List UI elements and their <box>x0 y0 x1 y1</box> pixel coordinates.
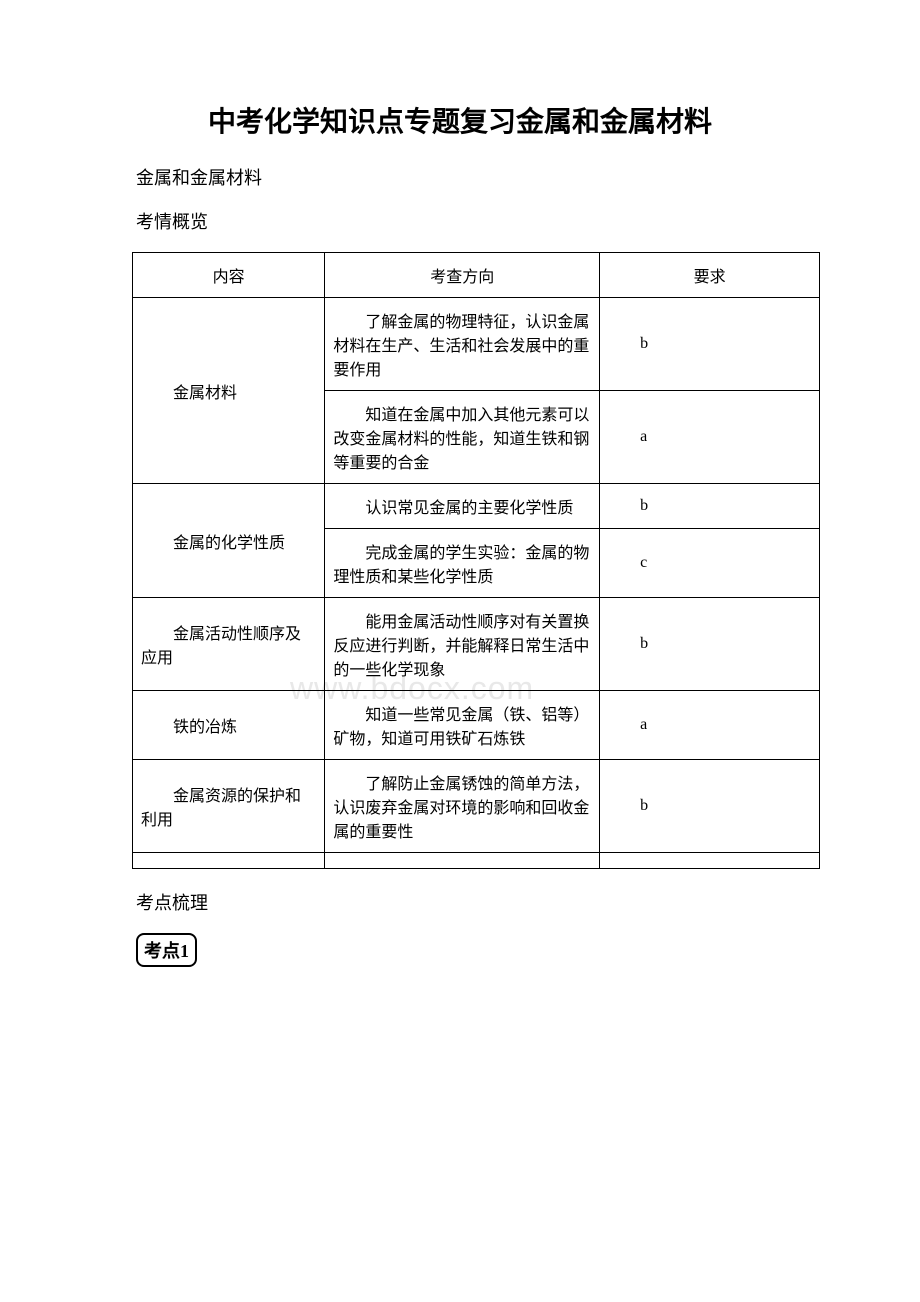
topic-badge: 考点1 <box>136 933 197 967</box>
col-header-content: 内容 <box>133 253 325 298</box>
cell-direction: 认识常见金属的主要化学性质 <box>325 484 600 529</box>
empty-cell <box>325 853 600 869</box>
cell-content: 金属的化学性质 <box>133 484 325 598</box>
cell-content: 金属活动性顺序及应用 <box>133 598 325 691</box>
cell-direction: 了解防止金属锈蚀的简单方法，认识废弃金属对环境的影响和回收金属的重要性 <box>325 760 600 853</box>
cell-req: b <box>600 484 820 529</box>
overview-table: 内容 考查方向 要求 金属材料 了解金属的物理特征，认识金属材料在生产、生活和社… <box>132 252 820 869</box>
cell-req: a <box>600 391 820 484</box>
cell-req: a <box>600 691 820 760</box>
empty-cell <box>133 853 325 869</box>
empty-cell <box>600 853 820 869</box>
cell-direction: 完成金属的学生实验：金属的物理性质和某些化学性质 <box>325 529 600 598</box>
table-row: 金属活动性顺序及应用 能用金属活动性顺序对有关置换反应进行判断，并能解释日常生活… <box>133 598 820 691</box>
cell-content: 金属材料 <box>133 298 325 484</box>
summary-heading: 考点梳理 <box>100 889 820 915</box>
table-empty-row <box>133 853 820 869</box>
table-row: 铁的冶炼 知道一些常见金属（铁、铝等）矿物，知道可用铁矿石炼铁 a <box>133 691 820 760</box>
cell-content: 铁的冶炼 <box>133 691 325 760</box>
cell-req: c <box>600 529 820 598</box>
table-row: 金属资源的保护和利用 了解防止金属锈蚀的简单方法，认识废弃金属对环境的影响和回收… <box>133 760 820 853</box>
overview-table-wrap: 内容 考查方向 要求 金属材料 了解金属的物理特征，认识金属材料在生产、生活和社… <box>132 252 820 869</box>
cell-direction: 知道一些常见金属（铁、铝等）矿物，知道可用铁矿石炼铁 <box>325 691 600 760</box>
table-header-row: 内容 考查方向 要求 <box>133 253 820 298</box>
page-title: 中考化学知识点专题复习金属和金属材料 <box>100 100 820 140</box>
col-header-direction: 考查方向 <box>325 253 600 298</box>
cell-req: b <box>600 598 820 691</box>
cell-direction: 知道在金属中加入其他元素可以改变金属材料的性能，知道生铁和钢等重要的合金 <box>325 391 600 484</box>
subtitle: 金属和金属材料 <box>100 164 820 190</box>
badge-row: 考点1 <box>100 933 820 967</box>
table-row: 金属的化学性质 认识常见金属的主要化学性质 b <box>133 484 820 529</box>
col-header-req: 要求 <box>600 253 820 298</box>
cell-req: b <box>600 760 820 853</box>
cell-req: b <box>600 298 820 391</box>
cell-direction: 能用金属活动性顺序对有关置换反应进行判断，并能解释日常生活中的一些化学现象 <box>325 598 600 691</box>
cell-content: 金属资源的保护和利用 <box>133 760 325 853</box>
table-row: 金属材料 了解金属的物理特征，认识金属材料在生产、生活和社会发展中的重要作用 b <box>133 298 820 391</box>
overview-heading: 考情概览 <box>100 208 820 234</box>
cell-direction: 了解金属的物理特征，认识金属材料在生产、生活和社会发展中的重要作用 <box>325 298 600 391</box>
